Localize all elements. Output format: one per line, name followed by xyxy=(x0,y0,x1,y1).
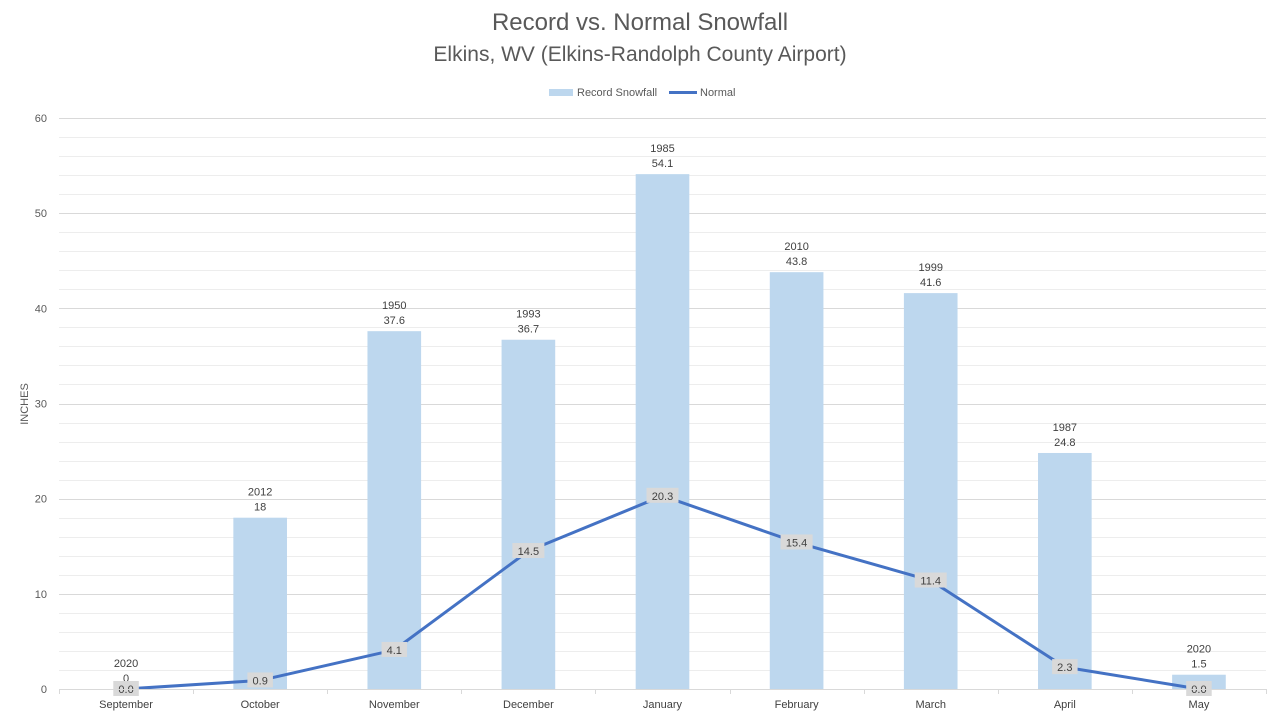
record-value-label: 18 xyxy=(254,502,266,514)
normal-value-label: 11.4 xyxy=(920,576,941,588)
record-bar xyxy=(367,331,422,689)
record-year-label: 1993 xyxy=(516,309,540,321)
record-value-label: 43.8 xyxy=(786,256,807,268)
bar-series xyxy=(233,174,1226,690)
record-year-label: 1985 xyxy=(650,143,674,155)
record-year-label: 2010 xyxy=(784,241,808,253)
normal-label-box xyxy=(914,572,947,588)
normal-label-box xyxy=(646,487,679,503)
legend-label-normal: Normal xyxy=(700,87,735,99)
normal-label-box xyxy=(780,534,813,550)
chart-title: Record vs. Normal Snowfall xyxy=(491,9,789,36)
y-tick-label: 60 xyxy=(35,113,47,125)
y-tick-label: 20 xyxy=(35,494,47,506)
x-tick-label: May xyxy=(1189,699,1210,711)
y-tick-label: 0 xyxy=(41,684,47,696)
normal-value-label: 14.5 xyxy=(518,546,539,558)
record-bar xyxy=(233,517,287,689)
record-bar xyxy=(769,272,824,689)
x-tick-label: October xyxy=(241,699,280,711)
x-tick-label: November xyxy=(369,699,420,711)
normal-label-box xyxy=(512,543,545,559)
normal-value-label: 4.1 xyxy=(387,645,402,657)
record-value-label: 36.7 xyxy=(518,324,539,336)
normal-value-label: 0.9 xyxy=(253,675,268,687)
legend: Record Snowfall Normal xyxy=(549,87,735,99)
y-axis-label: INCHES xyxy=(19,383,31,425)
y-tick-label: 30 xyxy=(35,399,47,411)
record-bar xyxy=(501,339,556,689)
normal-value-label: 20.3 xyxy=(652,491,673,503)
x-tick-label: January xyxy=(643,699,683,711)
record-year-label: 1999 xyxy=(918,262,942,274)
normal-value-label: 15.4 xyxy=(786,537,807,549)
x-tick-label: April xyxy=(1054,699,1076,711)
x-tick-label: September xyxy=(99,699,153,711)
record-year-label: 1950 xyxy=(382,300,406,312)
y-tick-label: 50 xyxy=(35,208,47,220)
x-tick-label: March xyxy=(915,699,946,711)
record-value-label: 54.1 xyxy=(652,158,673,170)
data-labels: 2020 0 2012 18 1950 37.6 1993 36.7 1985 54.1 2010 4… xyxy=(113,143,1212,696)
record-value-label: 24.8 xyxy=(1054,437,1075,449)
legend-label-record: Record Snowfall xyxy=(577,87,657,99)
normal-label-box xyxy=(113,681,139,696)
y-tick-label: 40 xyxy=(35,303,47,315)
axes: 0 10 20 30 40 50 60 September October November Dec… xyxy=(35,113,1267,711)
normal-value-label: 2.3 xyxy=(1057,662,1072,674)
record-value-label: 1.5 xyxy=(1191,659,1206,671)
x-tick-label: December xyxy=(503,699,554,711)
normal-label-box xyxy=(247,672,273,688)
record-bar xyxy=(903,293,958,689)
record-bar xyxy=(1038,452,1092,689)
legend-swatch-record xyxy=(549,89,573,96)
record-value-label: 0 xyxy=(123,673,129,685)
record-value-label: 37.6 xyxy=(384,315,405,327)
normal-label-box xyxy=(1052,659,1078,675)
chart-subtitle: Elkins, WV (Elkins-Randolph County Airpo… xyxy=(433,43,847,66)
record-year-label: 2012 xyxy=(248,487,272,499)
record-year-label: 2020 xyxy=(1187,644,1211,656)
record-bar xyxy=(635,174,690,690)
normal-label-box xyxy=(381,641,408,657)
y-tick-label: 10 xyxy=(35,589,47,601)
x-tick-label: February xyxy=(775,699,820,711)
record-value-label: 41.6 xyxy=(920,277,941,289)
record-year-label: 1987 xyxy=(1053,422,1077,434)
normal-label-box xyxy=(1186,681,1212,696)
record-year-label: 2020 xyxy=(114,658,138,670)
